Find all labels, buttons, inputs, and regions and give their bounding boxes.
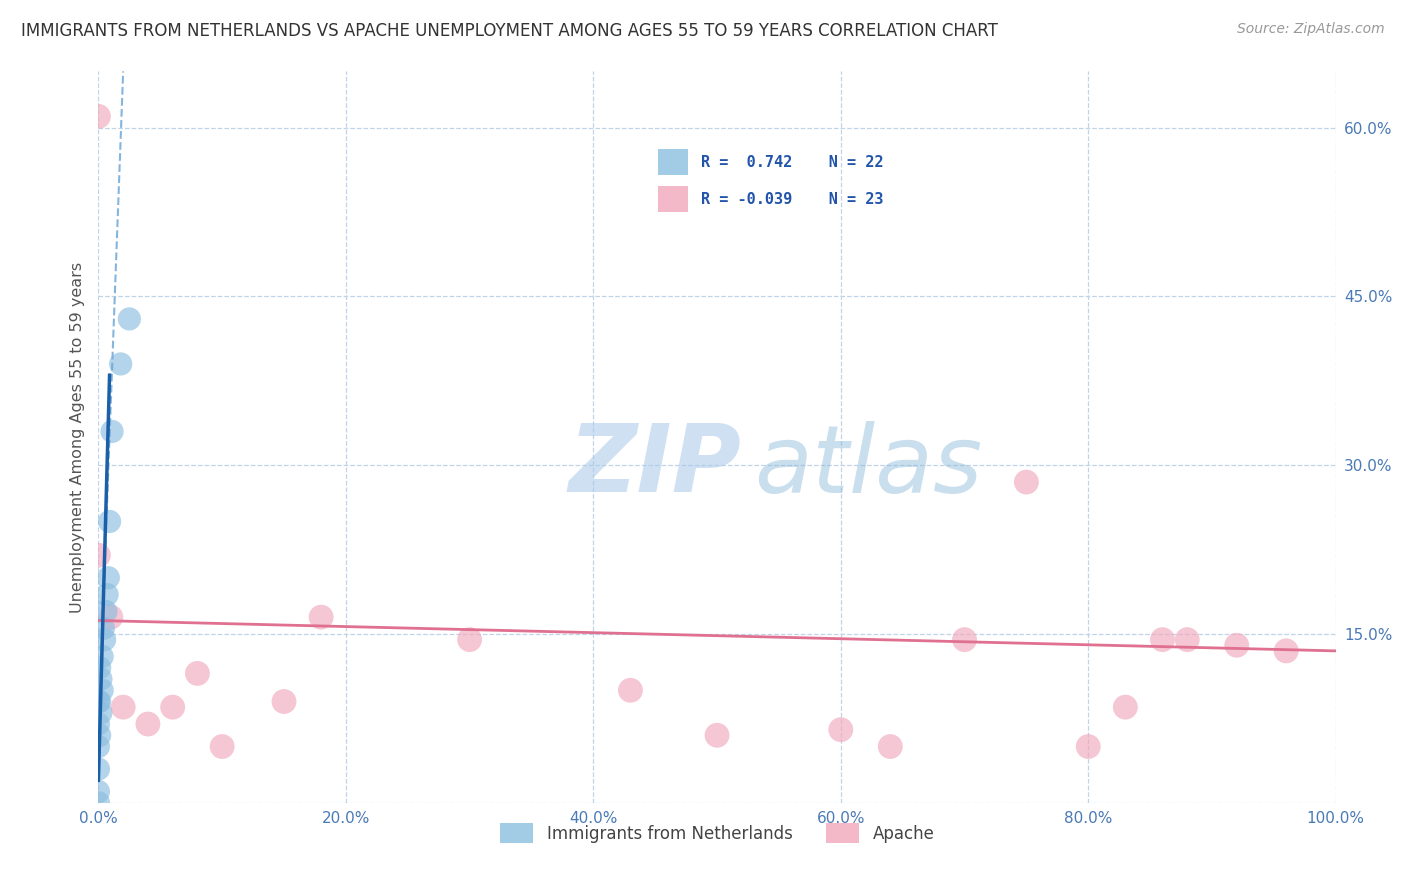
Point [879,739,901,754]
Text: atlas: atlas [754,421,983,512]
Point [706,728,728,742]
Point [619,683,641,698]
Text: R =  0.742    N = 22: R = 0.742 N = 22 [700,155,883,169]
Point [458,632,481,647]
Text: R = -0.039    N = 23: R = -0.039 N = 23 [700,192,883,207]
Point [1152,632,1174,647]
Point [87,548,110,562]
Point [87,717,110,731]
Point [87,694,110,708]
Point [91,683,114,698]
Point [93,632,115,647]
Point [309,610,332,624]
Text: ZIP: ZIP [568,420,741,512]
Point [87,762,110,776]
Point [87,109,110,123]
Point [87,796,110,810]
Point [953,632,976,647]
Point [112,700,135,714]
Point [91,649,114,664]
Point [1275,644,1298,658]
Point [87,784,110,798]
Point [89,728,111,742]
Legend: Immigrants from Netherlands, Apache: Immigrants from Netherlands, Apache [494,817,941,849]
Point [1077,739,1099,754]
Point [94,605,117,619]
Point [98,515,121,529]
Point [162,700,184,714]
Point [211,739,233,754]
Text: Source: ZipAtlas.com: Source: ZipAtlas.com [1237,22,1385,37]
Point [90,706,112,720]
Point [186,666,208,681]
Point [830,723,852,737]
FancyBboxPatch shape [658,149,688,176]
Y-axis label: Unemployment Among Ages 55 to 59 years: Unemployment Among Ages 55 to 59 years [69,261,84,613]
Point [90,672,112,686]
Point [1226,638,1249,652]
Point [93,621,115,635]
FancyBboxPatch shape [658,186,688,212]
Point [1015,475,1038,489]
Point [1175,632,1198,647]
Point [136,717,159,731]
Point [96,588,118,602]
Text: IMMIGRANTS FROM NETHERLANDS VS APACHE UNEMPLOYMENT AMONG AGES 55 TO 59 YEARS COR: IMMIGRANTS FROM NETHERLANDS VS APACHE UN… [21,22,998,40]
Point [100,610,122,624]
Point [101,425,124,439]
Point [97,571,120,585]
Point [89,661,111,675]
Point [273,694,295,708]
Point [1114,700,1136,714]
Point [118,312,141,326]
Point [110,357,132,371]
Point [87,739,110,754]
Point [89,694,111,708]
